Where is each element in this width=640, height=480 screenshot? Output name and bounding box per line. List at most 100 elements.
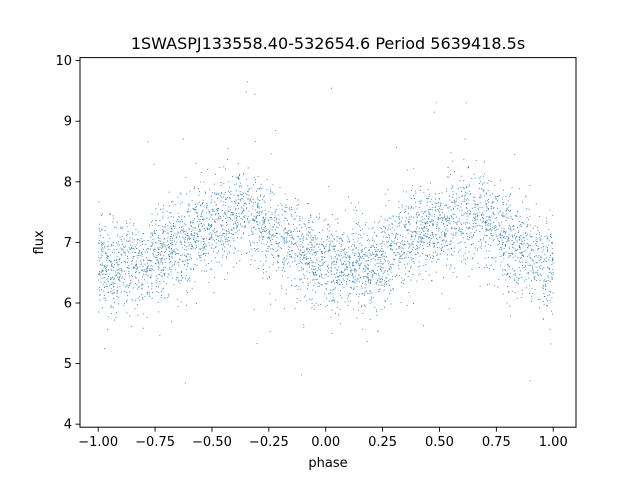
data-point xyxy=(241,225,243,227)
data-point xyxy=(333,279,335,281)
data-point xyxy=(214,192,216,194)
data-point xyxy=(142,259,144,261)
data-point xyxy=(128,271,130,273)
data-point xyxy=(502,242,504,243)
data-point xyxy=(392,215,394,217)
data-point xyxy=(141,269,143,271)
data-point xyxy=(324,256,326,258)
data-point xyxy=(285,204,287,206)
data-point xyxy=(267,246,269,248)
data-point xyxy=(486,224,488,226)
data-point xyxy=(104,247,106,249)
data-point xyxy=(348,238,350,240)
data-point xyxy=(368,257,370,259)
data-point xyxy=(503,254,505,256)
data-point xyxy=(198,230,200,232)
data-point xyxy=(472,223,474,225)
data-point xyxy=(110,284,112,285)
data-point xyxy=(411,236,412,238)
data-point xyxy=(462,200,464,202)
data-point xyxy=(507,273,508,275)
data-point xyxy=(410,267,412,269)
data-point xyxy=(274,235,276,236)
data-point xyxy=(350,269,352,271)
data-point xyxy=(408,243,410,245)
data-point xyxy=(373,271,375,273)
data-point xyxy=(438,258,440,260)
data-point xyxy=(313,272,315,274)
data-point xyxy=(436,234,438,236)
data-point xyxy=(474,206,476,208)
data-point xyxy=(178,221,180,223)
data-point xyxy=(482,189,484,191)
data-point xyxy=(203,238,204,240)
data-point xyxy=(465,263,467,265)
data-point xyxy=(101,245,103,247)
data-point xyxy=(416,241,418,243)
data-point xyxy=(135,260,137,262)
data-point xyxy=(224,238,226,240)
data-point xyxy=(543,267,545,269)
data-point xyxy=(493,238,495,240)
data-point xyxy=(262,224,264,226)
data-point xyxy=(537,269,539,271)
data-point xyxy=(451,201,453,203)
data-point xyxy=(258,207,260,209)
data-point xyxy=(297,288,299,290)
data-point xyxy=(444,205,446,207)
data-point xyxy=(213,230,215,232)
data-point xyxy=(111,306,113,308)
data-point xyxy=(359,254,361,256)
data-point xyxy=(532,228,534,230)
data-point xyxy=(211,235,213,237)
data-point xyxy=(370,282,371,284)
data-point xyxy=(531,301,533,303)
data-point xyxy=(526,233,528,235)
data-point xyxy=(494,184,496,186)
data-point xyxy=(522,240,523,242)
data-point xyxy=(383,289,385,291)
data-point xyxy=(222,248,223,250)
data-point xyxy=(464,198,466,200)
data-point xyxy=(423,325,424,327)
data-point xyxy=(106,255,108,257)
data-point xyxy=(336,258,338,260)
data-point xyxy=(343,262,344,264)
data-point xyxy=(352,261,354,263)
data-point xyxy=(348,273,350,275)
data-point xyxy=(276,219,278,221)
data-point xyxy=(160,259,162,261)
data-point xyxy=(268,275,270,277)
data-point xyxy=(307,235,309,237)
data-point xyxy=(389,269,391,270)
data-point xyxy=(456,221,458,223)
data-point xyxy=(368,228,370,230)
data-point xyxy=(450,240,452,242)
data-point xyxy=(514,255,516,257)
data-point xyxy=(214,210,215,212)
data-point xyxy=(353,286,355,288)
data-point xyxy=(388,280,390,282)
data-point xyxy=(461,209,463,211)
data-point xyxy=(106,255,108,257)
data-point xyxy=(294,253,296,255)
data-point xyxy=(369,253,371,255)
data-point xyxy=(357,260,359,262)
data-point xyxy=(354,255,355,256)
data-point xyxy=(378,275,380,277)
data-point xyxy=(324,261,326,263)
data-point xyxy=(189,190,191,192)
data-point xyxy=(164,267,166,268)
data-point xyxy=(286,258,288,260)
data-point xyxy=(492,235,494,237)
data-point xyxy=(549,280,551,282)
data-point xyxy=(331,281,333,283)
data-point xyxy=(449,244,451,246)
data-point xyxy=(381,247,383,249)
data-point xyxy=(409,223,411,225)
data-point xyxy=(537,274,539,276)
data-point xyxy=(509,272,511,274)
data-point xyxy=(444,234,445,236)
data-point xyxy=(477,218,479,220)
data-point xyxy=(224,236,225,238)
